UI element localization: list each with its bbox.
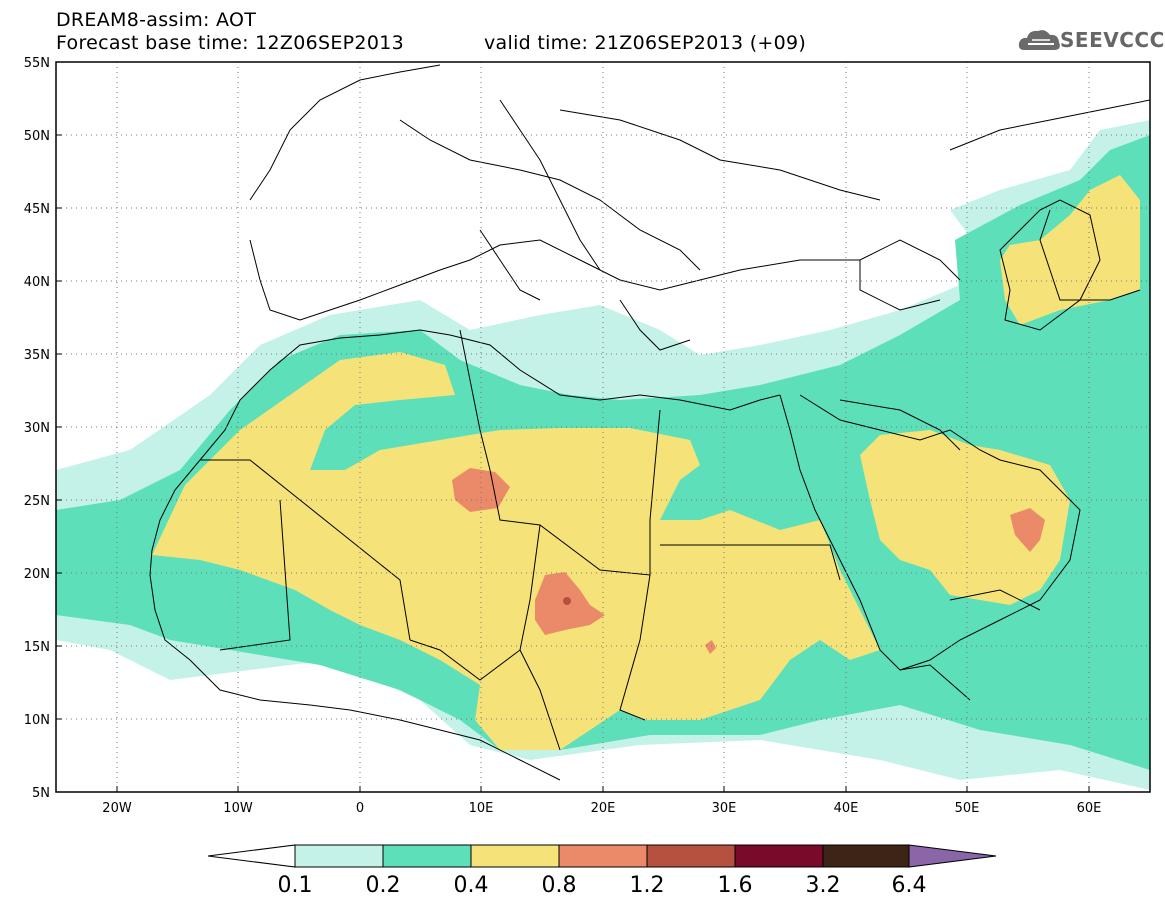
colorbar-label: 6.4 (891, 873, 927, 898)
lat-tick-label: 50N (24, 129, 50, 144)
lat-tick-label: 55N (24, 56, 50, 71)
colorbar-segment (734, 844, 824, 868)
colorbar-label: 1.2 (629, 873, 665, 898)
lon-tick-label: 50E (955, 801, 980, 816)
colorbar-label: 0.4 (453, 873, 489, 898)
cloud-logo-icon (1018, 30, 1060, 50)
lat-tick-label: 20N (24, 567, 50, 582)
logo-text: SEEVCCC (1060, 28, 1165, 52)
lon-tick-labels: 20W 10W 0 10E 20E 30E 40E 50E 60E (102, 801, 1101, 816)
lat-tick-label: 15N (24, 640, 50, 655)
lat-tick-label: 45N (24, 202, 50, 217)
aot-level-0.8-patch-a (452, 468, 510, 512)
base-time-label: Forecast base time: 12Z06SEP2013 (56, 32, 404, 54)
colorbar-segment (294, 844, 384, 868)
aot-level-0.8-patch-d (705, 640, 716, 654)
lat-tick-label: 10N (24, 713, 50, 728)
colorbar (207, 844, 997, 868)
aot-level-1.2-point (563, 597, 571, 605)
colorbar-segment (558, 844, 648, 868)
lat-tick-labels: 55N 50N 45N 40N 35N 30N 25N 20N 15N 10N … (24, 56, 50, 801)
colorbar-segment-below (207, 844, 296, 868)
lat-tick-label: 30N (24, 421, 50, 436)
lon-tick-label: 40E (834, 801, 859, 816)
aot-level-0.4-sahara (152, 352, 880, 750)
coastlines (149, 64, 1150, 781)
lon-tick-label: 30E (712, 801, 737, 816)
colorbar-label: 0.2 (365, 873, 401, 898)
lat-tick-label: 25N (24, 494, 50, 509)
colorbar-label: 0.1 (277, 873, 313, 898)
tick-marks (56, 61, 1090, 793)
lon-tick-label: 20W (102, 801, 132, 816)
lat-tick-label: 40N (24, 275, 50, 290)
colorbar-label: 1.6 (717, 873, 753, 898)
aot-level-0.4-caspian (1000, 175, 1140, 325)
map-title: DREAM8-assim: AOT (56, 9, 257, 31)
grid-lines (56, 62, 1150, 792)
colorbar-segment (470, 844, 560, 868)
lat-tick-label: 35N (24, 348, 50, 363)
colorbar-segment (382, 844, 472, 868)
lon-tick-label: 20E (591, 801, 616, 816)
lon-tick-label: 60E (1077, 801, 1102, 816)
aot-level-0.4-arabia (860, 430, 1070, 605)
aot-level-0.8-patch-c (1010, 508, 1045, 552)
colorbar-segment-above (908, 844, 997, 868)
valid-time-label: valid time: 21Z06SEP2013 (+09) (484, 32, 807, 54)
colorbar-segment (822, 844, 910, 868)
colorbar-label: 0.8 (541, 873, 577, 898)
colorbar-label: 3.2 (805, 873, 841, 898)
lon-tick-label: 0 (356, 801, 364, 816)
lon-tick-label: 10W (223, 801, 253, 816)
lat-tick-label: 5N (32, 786, 50, 801)
lon-tick-label: 10E (469, 801, 494, 816)
colorbar-segment (646, 844, 736, 868)
